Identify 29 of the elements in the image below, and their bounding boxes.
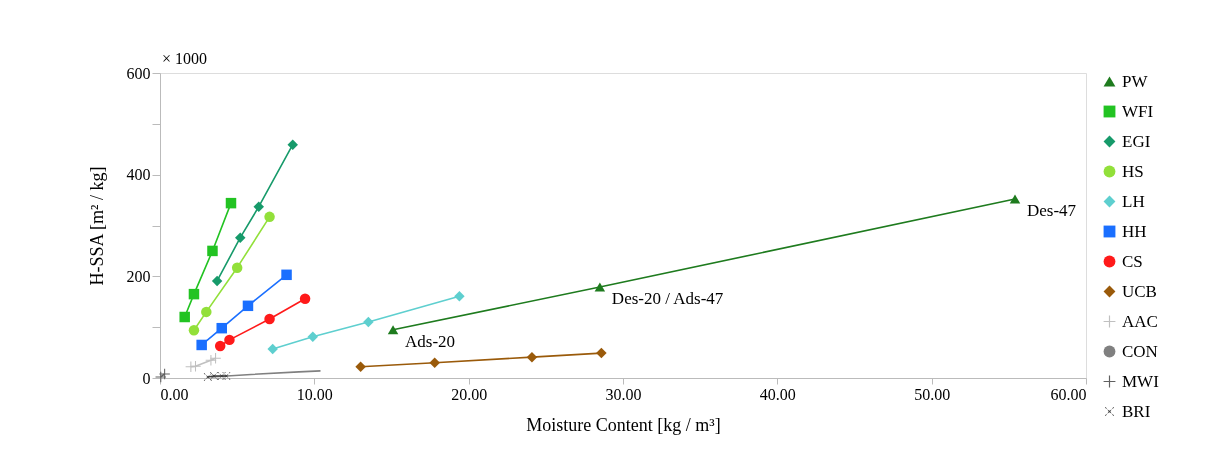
x-axis-title: Moisture Content [kg / m³] (526, 414, 721, 435)
x-tick-label: 50.00 (914, 385, 951, 403)
annotation: Des-47 (1027, 201, 1077, 221)
legend-label: MWI (1122, 371, 1160, 391)
legend-label: LH (1122, 191, 1145, 211)
x-tick-label: 10.00 (296, 385, 333, 403)
legend-label: UCB (1122, 281, 1157, 301)
legend-label: HH (1122, 221, 1147, 241)
x-tick-label: 40.00 (759, 385, 796, 403)
annotation: Ads-20 (405, 331, 456, 351)
legend-label: CS (1122, 251, 1143, 271)
x-tick-label: 60.00 (1050, 385, 1087, 403)
x-tick-label: 20.00 (451, 385, 488, 403)
legend-label: WFI (1122, 101, 1154, 121)
y-tick-label: 600 (126, 64, 151, 82)
legend-label: BRI (1122, 401, 1151, 421)
y-tick-label: 400 (126, 166, 151, 184)
y-axis-title: H-SSA [m² / kg] (86, 166, 107, 286)
legend-label: AAC (1122, 311, 1158, 331)
annotation: Des-20 / Ads-47 (611, 289, 724, 309)
y-tick-label: 0 (142, 369, 151, 387)
legend-label: PW (1122, 71, 1149, 91)
x-tick-label: 30.00 (605, 385, 642, 403)
text: × 1000 (162, 50, 208, 67)
legend-label: HS (1122, 161, 1144, 181)
legend-label: EGI (1122, 131, 1151, 151)
x-tick-label: 0.00 (160, 385, 189, 403)
legend-label: CON (1122, 341, 1158, 361)
y-tick-label: 200 (126, 267, 151, 285)
